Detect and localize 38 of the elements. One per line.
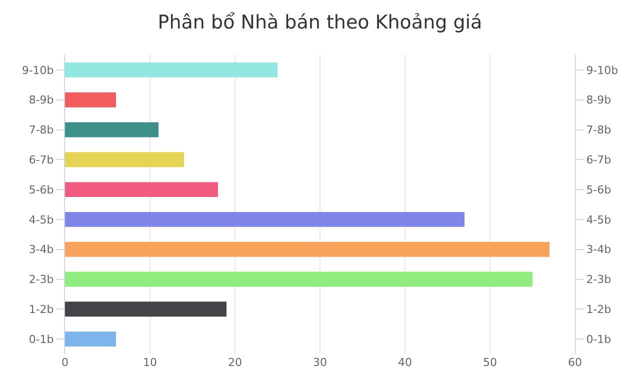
y2-tick-label: 4-5b [586, 213, 612, 226]
x-tick-label: 30 [313, 356, 327, 369]
y2-tick-label: 2-3b [586, 273, 612, 286]
x-tick-label: 40 [398, 356, 412, 369]
y-tick-label: 5-6b [28, 183, 54, 196]
y-tick-label: 0-1b [28, 332, 54, 346]
y2-tick-label: 3-4b [586, 243, 612, 256]
y2-tick-label: 1-2b [586, 303, 612, 316]
bar [65, 212, 464, 227]
x-tick-label: 50 [483, 356, 497, 369]
y-tick-label: 9-10b [22, 64, 54, 77]
y2-tick-label: 0-1b [586, 332, 612, 346]
bar [65, 62, 278, 78]
chart-title: Phân bổ Nhà bán theo Khoảng giá [158, 12, 482, 34]
y-tick-label: 7-8b [28, 124, 54, 137]
bar [65, 332, 116, 347]
y2-tick-label: 9-10b [586, 64, 618, 77]
bar [65, 182, 218, 198]
bar [65, 122, 158, 138]
bar [65, 92, 116, 108]
bar [65, 242, 550, 257]
bar [65, 152, 184, 168]
bar [65, 302, 226, 317]
y-tick-label: 3-4b [28, 243, 54, 256]
y2-tick-label: 8-9b [586, 94, 612, 107]
x-tick-label: 60 [568, 356, 582, 369]
y-tick-label: 2-3b [28, 273, 54, 286]
y2-tick-label: 6-7b [586, 154, 612, 166]
x-tick-label: 10 [143, 356, 157, 369]
y2-tick-label: 5-6b [586, 183, 612, 196]
y2-tick-label: 7-8b [586, 124, 612, 137]
y-tick-label: 6-7b [28, 154, 54, 166]
bar [65, 272, 532, 287]
x-tick-label: 20 [228, 356, 242, 369]
y-tick-label: 1-2b [28, 303, 54, 316]
x-tick-label: 0 [62, 356, 68, 369]
y-tick-label: 4-5b [28, 213, 54, 226]
y-tick-label: 8-9b [28, 94, 54, 107]
